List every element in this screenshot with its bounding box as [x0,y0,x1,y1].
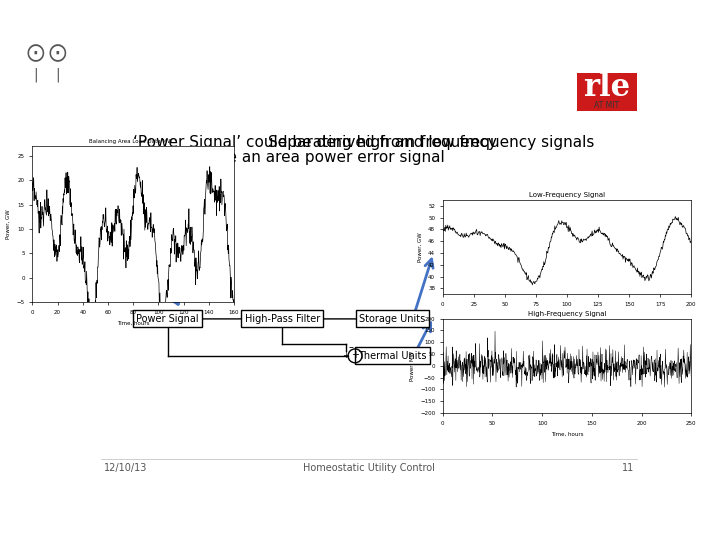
Text: $\bigodot$: $\bigodot$ [48,42,67,64]
Text: –: – [348,342,354,353]
Text: ‘Power Signal’ could be derived from frequency: ‘Power Signal’ could be derived from fre… [132,134,497,150]
FancyBboxPatch shape [577,72,637,111]
Y-axis label: Power, MW: Power, MW [410,351,415,381]
Title: Balancing Area Load Data MW *: Balancing Area Load Data MW * [89,139,177,144]
Text: +: + [342,350,349,360]
Text: |: | [55,67,60,82]
Title: High-Frequency Signal: High-Frequency Signal [528,311,606,317]
Text: —: — [114,289,129,303]
Text: |: | [34,67,38,82]
Title: Low-Frequency Signal: Low-Frequency Signal [529,192,605,198]
Text: AT MIT: AT MIT [595,101,619,110]
Text: Thermal Units: Thermal Units [358,351,426,361]
Text: Power Signal: Power Signal [136,314,199,324]
Text: High-Pass Filter: High-Pass Filter [245,314,320,324]
Text: $\bigodot$: $\bigodot$ [27,42,45,64]
X-axis label: Time, hours: Time, hours [117,321,150,326]
Y-axis label: Power, GW: Power, GW [6,209,11,239]
Text: rle: rle [583,72,631,103]
Text: Or it could be an area power error signal: Or it could be an area power error signa… [132,150,444,165]
X-axis label: Time, hours: Time, hours [551,431,583,436]
Text: Separating high and low frequency signals: Separating high and low frequency signal… [268,134,594,150]
Text: +: + [351,350,359,360]
Text: Homeostatic Utility Control: Homeostatic Utility Control [303,463,435,473]
Text: 12/10/13: 12/10/13 [104,463,148,473]
Y-axis label: Power, GW: Power, GW [418,232,423,262]
Text: Storage Units: Storage Units [359,314,426,324]
Text: 11: 11 [622,463,634,473]
